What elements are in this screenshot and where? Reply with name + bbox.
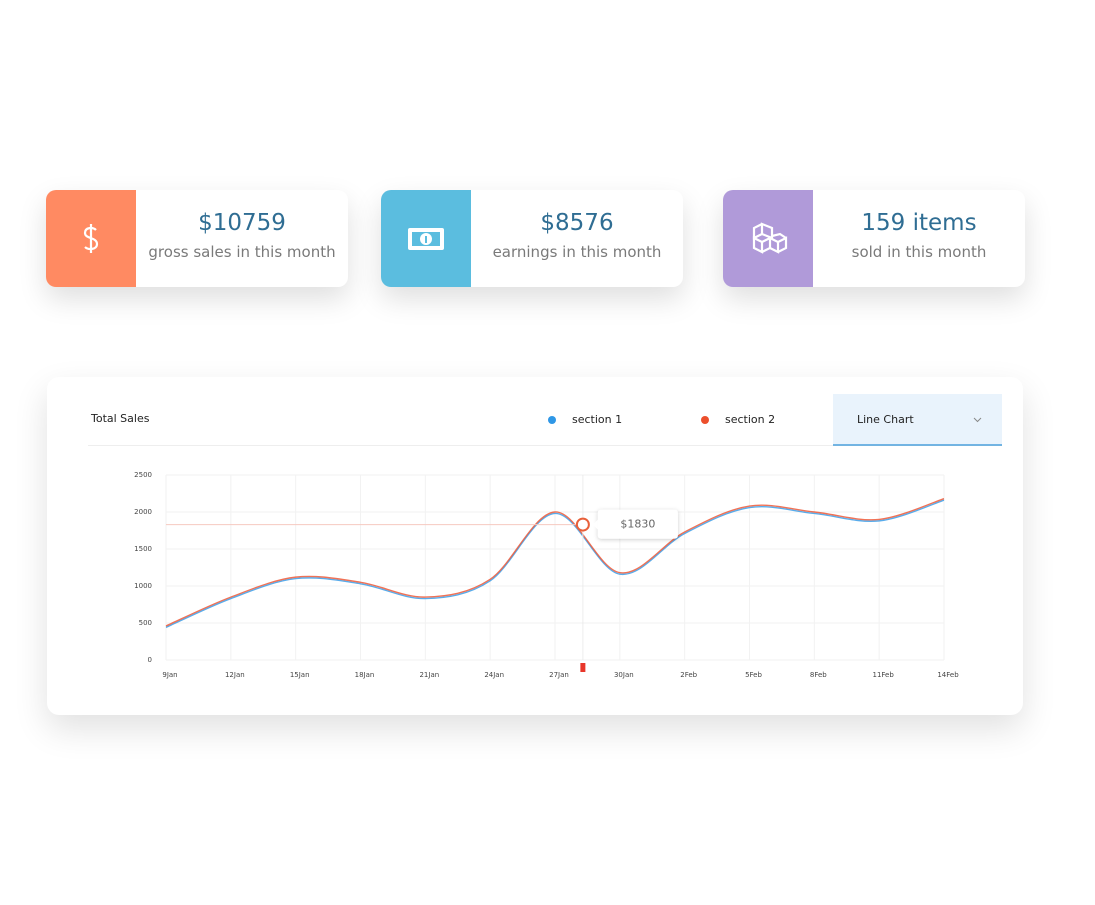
stat-card: $10759 gross sales in this month	[46, 190, 348, 287]
x-tick-label: 27Jan	[549, 671, 569, 679]
chart-title: Total Sales	[90, 412, 150, 425]
legend-label: section 2	[725, 413, 775, 426]
x-tick-label: 2Feb	[680, 671, 697, 679]
y-tick-label: 500	[139, 619, 152, 627]
card-label: gross sales in this month	[148, 243, 336, 261]
y-tick-label: 2000	[134, 508, 152, 516]
x-tick-label: 11Feb	[873, 671, 895, 679]
y-tick-label: 1000	[134, 582, 152, 590]
x-tick-label: 8Feb	[810, 671, 827, 679]
legend-dot	[701, 416, 709, 424]
card-value: 159 items	[861, 210, 977, 236]
y-tick-label: 2500	[134, 471, 152, 479]
card-icon	[381, 190, 471, 287]
hover-marker	[580, 663, 586, 672]
card-icon	[46, 190, 136, 287]
x-tick-label: 30Jan	[614, 671, 634, 679]
series-line	[165, 498, 945, 627]
stat-card: $8576 earnings in this month	[381, 190, 683, 287]
card-label: sold in this month	[851, 243, 987, 261]
dollar-icon	[83, 224, 99, 253]
tooltip	[597, 509, 678, 539]
x-tick-label: 14Feb	[937, 671, 959, 679]
stat-card: 159 items sold in this month	[723, 190, 1025, 287]
card-label: earnings in this month	[492, 243, 662, 261]
x-tick-label: 5Feb	[745, 671, 762, 679]
x-tick-label: 24Jan	[484, 671, 504, 679]
x-tick-label: 9Jan	[162, 671, 177, 679]
bill-icon	[408, 228, 444, 250]
card-value: $8576	[540, 210, 614, 236]
card-value: $10759	[198, 210, 286, 236]
dropdown[interactable]	[833, 394, 1002, 445]
series-line	[165, 499, 945, 629]
x-tick-label: 21Jan	[419, 671, 439, 679]
card-icon	[723, 190, 813, 287]
legend-dot	[548, 416, 556, 424]
hover-point	[575, 517, 590, 532]
x-tick-label: 15Jan	[290, 671, 310, 679]
dropdown-label[interactable]: Line Chart	[857, 413, 914, 426]
x-tick-label: 18Jan	[355, 671, 375, 679]
tooltip-label: $1830	[620, 518, 655, 531]
dropdown-arrow	[973, 417, 982, 423]
legend-label: section 1	[572, 413, 622, 426]
y-tick-label: 0	[148, 656, 152, 664]
y-tick-label: 1500	[134, 545, 152, 553]
x-tick-label: 12Jan	[225, 671, 245, 679]
tooltip-pointer	[592, 519, 598, 530]
boxes-icon	[752, 222, 788, 254]
